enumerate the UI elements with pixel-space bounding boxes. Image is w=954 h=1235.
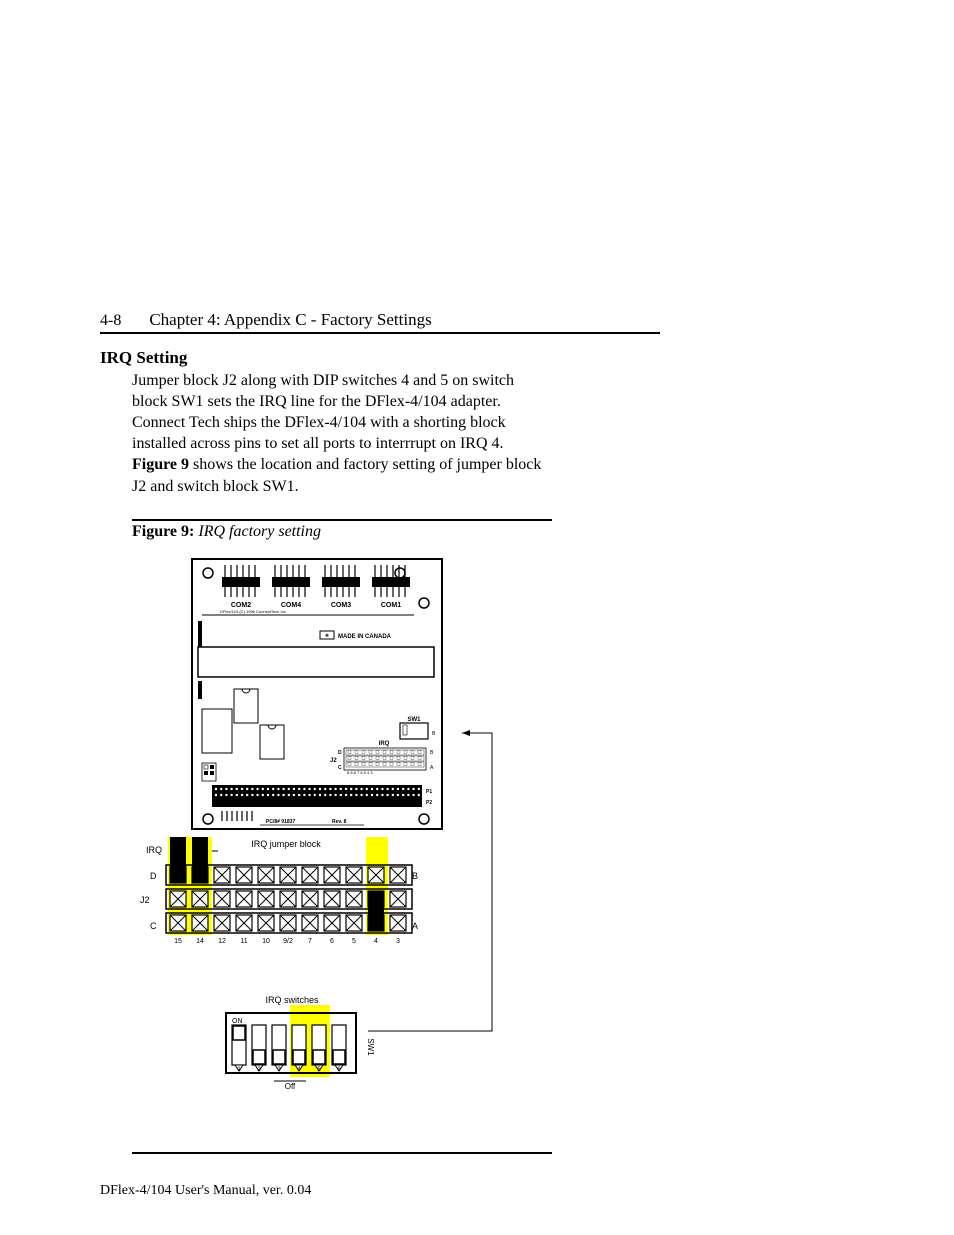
svg-text:J2: J2 <box>140 895 150 905</box>
svg-text:MADE IN CANADA: MADE IN CANADA <box>338 634 392 640</box>
svg-text:SW1: SW1 <box>366 1038 375 1056</box>
page-header: 4-8 Chapter 4: Appendix C - Factory Sett… <box>100 310 660 334</box>
svg-text:IRQ: IRQ <box>146 845 162 855</box>
svg-text:C: C <box>338 765 342 771</box>
svg-text:COM1: COM1 <box>381 602 401 609</box>
svg-text:PC/8# 91837: PC/8# 91837 <box>266 819 295 825</box>
figure-svg: COM2 COM4 COM3 COM1 DFlex/104 (C) 1996 C… <box>132 551 552 1141</box>
svg-text:3: 3 <box>396 938 400 945</box>
svg-text:D: D <box>150 871 157 881</box>
svg-text:ON: ON <box>232 1018 243 1025</box>
svg-text:❀: ❀ <box>325 633 329 639</box>
svg-text:14: 14 <box>196 938 204 945</box>
body-pre: Jumper block J2 along with DIP switches … <box>132 372 514 452</box>
svg-text:COM2: COM2 <box>231 602 251 609</box>
page-number: 4-8 <box>100 312 121 330</box>
svg-text:15: 15 <box>174 938 182 945</box>
figure-caption: Figure 9: IRQ factory setting <box>132 523 552 545</box>
svg-text:Rev. 8: Rev. 8 <box>332 819 347 825</box>
svg-text:C: C <box>150 921 157 931</box>
svg-text:B: B <box>430 750 434 756</box>
svg-text:9/2: 9/2 <box>283 938 293 945</box>
svg-text:P1: P1 <box>426 789 432 795</box>
svg-text:5: 5 <box>352 938 356 945</box>
body-post: shows the location and factory setting o… <box>132 456 541 494</box>
section-heading: IRQ Setting <box>100 348 660 368</box>
svg-text:IRQ: IRQ <box>379 741 390 747</box>
section-body: Jumper block J2 along with DIP switches … <box>132 370 552 497</box>
svg-text:IRQ switches: IRQ switches <box>265 995 319 1005</box>
svg-text:B: B <box>412 871 418 881</box>
svg-text:P2: P2 <box>426 800 432 806</box>
svg-text:SW1: SW1 <box>407 717 421 723</box>
page-footer: DFlex-4/104 User's Manual, ver. 0.04 <box>100 1183 311 1199</box>
svg-text:COM3: COM3 <box>331 602 351 609</box>
svg-text:B: B <box>432 731 436 737</box>
svg-text:12: 12 <box>218 938 226 945</box>
svg-text:A: A <box>412 921 418 931</box>
svg-text:Off: Off <box>285 1082 296 1091</box>
svg-text:4: 4 <box>374 938 378 945</box>
svg-text:J2: J2 <box>330 758 337 764</box>
svg-text:11: 11 <box>240 938 247 945</box>
svg-text:7: 7 <box>308 938 312 945</box>
svg-text:COM4: COM4 <box>281 602 301 609</box>
figure-block: Figure 9: IRQ factory setting <box>132 519 552 1154</box>
figure-label: Figure 9: <box>132 523 194 540</box>
body-bold: Figure 9 <box>132 456 189 473</box>
svg-text:D: D <box>338 750 342 756</box>
svg-text:DFlex/104 (C) 1996 ConnectTech: DFlex/104 (C) 1996 ConnectTech Inc. <box>220 609 287 614</box>
figure-title: IRQ factory setting <box>198 523 321 540</box>
svg-text:A: A <box>430 765 434 771</box>
chapter-title: Chapter 4: Appendix C - Factory Settings <box>149 310 431 330</box>
svg-text:IRQ jumper block: IRQ jumper block <box>251 839 321 849</box>
svg-text:8 8 6 7 6 5 4 3: 8 8 6 7 6 5 4 3 <box>347 770 373 775</box>
svg-text:6: 6 <box>330 938 334 945</box>
svg-text:10: 10 <box>262 938 270 945</box>
